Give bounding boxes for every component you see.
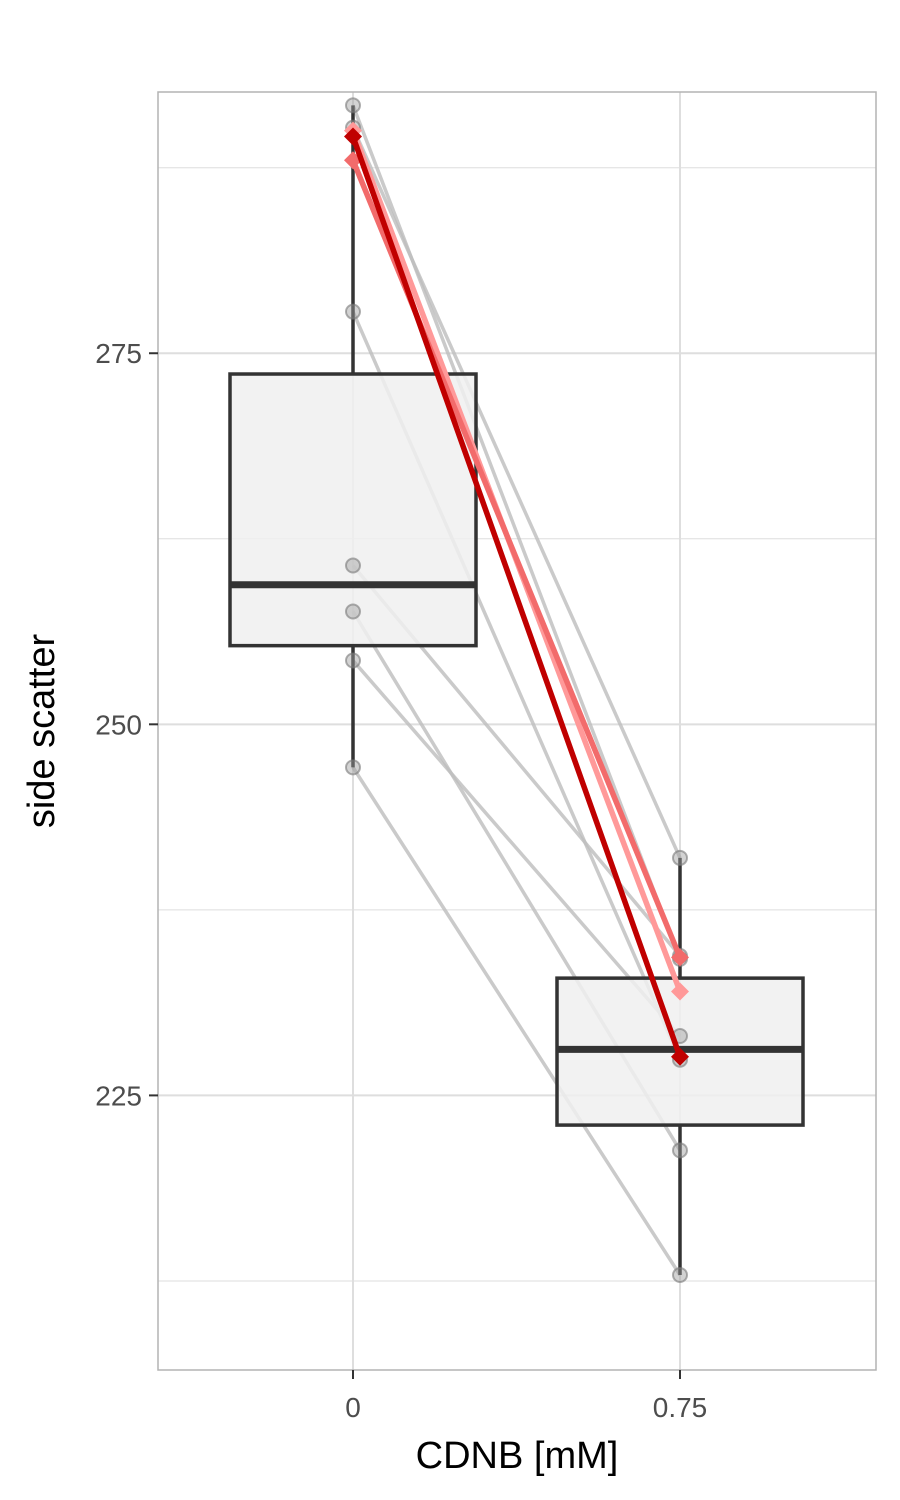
highlighted-point	[344, 127, 362, 146]
axis-ticks: 225 250 275 0 0.75	[95, 338, 707, 1423]
highlighted-point	[671, 982, 689, 1001]
paired-line	[351, 126, 682, 859]
observation-point	[345, 557, 361, 574]
observation-point	[345, 603, 361, 620]
y-axis-title: side scatter	[21, 634, 63, 829]
x-tick-label: 0	[345, 1392, 361, 1423]
panel-border	[157, 91, 877, 1371]
boxes	[228, 105, 805, 1276]
observation-point	[672, 1267, 688, 1284]
highlighted-point	[671, 1047, 689, 1066]
highlighted-point	[671, 948, 689, 967]
x-tick-label: 0.75	[653, 1392, 708, 1423]
grid-lines	[158, 92, 876, 1370]
y-tick-label: 250	[95, 709, 142, 740]
x-axis-title: CDNB [mM]	[416, 1435, 619, 1477]
observation-point	[345, 303, 361, 320]
y-tick-label: 225	[95, 1080, 142, 1111]
observation-point	[345, 759, 361, 776]
paired-line	[351, 659, 682, 1038]
paired-line	[351, 766, 682, 1276]
highlighted-series	[344, 121, 689, 1066]
observation-point	[345, 97, 361, 114]
observation-point	[672, 1142, 688, 1159]
observation-point	[345, 652, 361, 669]
observation-point	[672, 849, 688, 866]
box-iqr	[228, 372, 478, 648]
highlighted-line	[350, 133, 683, 1060]
y-tick-label: 275	[95, 338, 142, 369]
